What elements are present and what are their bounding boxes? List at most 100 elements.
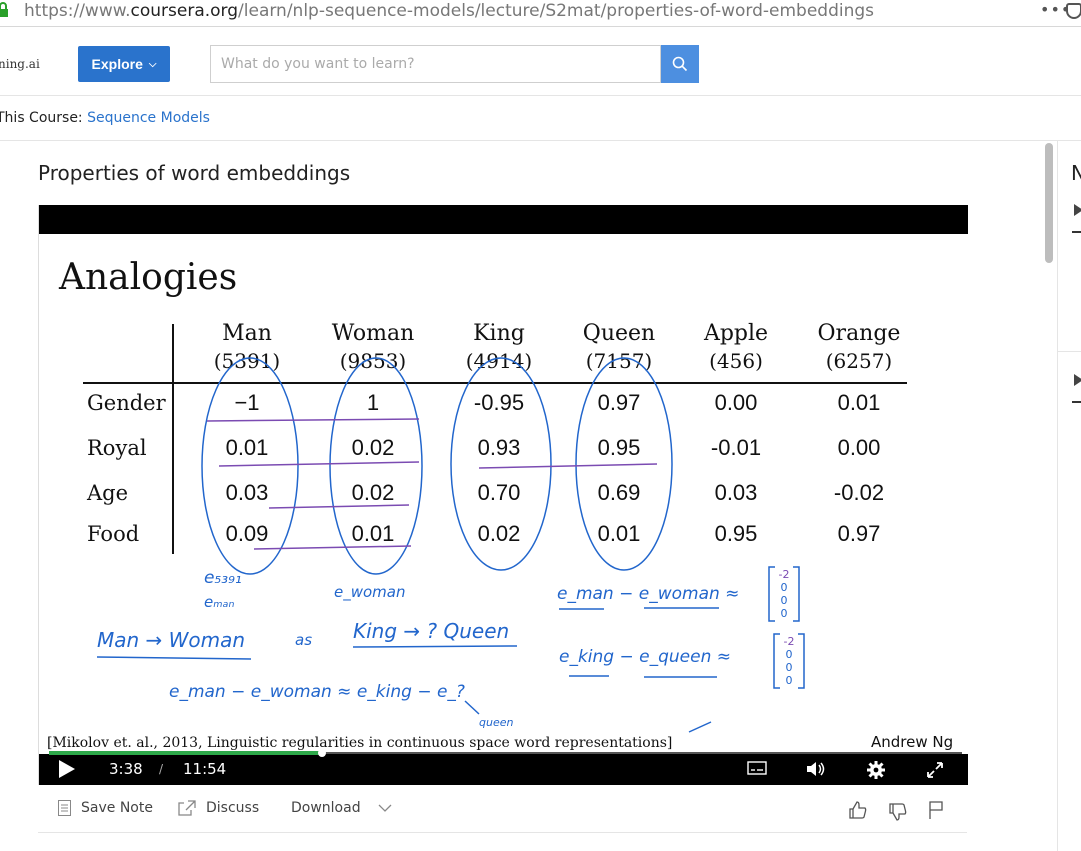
table-cell: -0.02 — [834, 480, 884, 505]
course-breadcrumb: This Course: Sequence Models — [0, 96, 1081, 141]
vector-entry: -2 — [779, 568, 790, 581]
column-header-index: (456) — [709, 349, 763, 373]
save-note-label: Save Note — [81, 800, 153, 816]
course-link[interactable]: Sequence Models — [87, 110, 210, 126]
lecture-actions: Save Note Discuss Download — [38, 786, 967, 833]
main-content: Properties of word embeddings Analogies … — [0, 141, 1056, 851]
brand-logo[interactable]: ning.ai — [0, 57, 40, 71]
table-cell: 0.97 — [838, 521, 881, 546]
column-header-word: Woman — [332, 321, 415, 346]
column-header-word: Orange — [818, 321, 901, 346]
discuss-label: Discuss — [206, 800, 260, 816]
column-header-word: Apple — [703, 321, 768, 346]
table-cell: 0.70 — [478, 480, 521, 505]
fullscreen-icon[interactable] — [925, 760, 945, 780]
ellipsis-icon[interactable]: ••• — [1040, 0, 1072, 19]
chevron-down-icon: ⌵ — [148, 58, 157, 70]
sidebar-title: N — [1071, 161, 1081, 185]
lock-icon — [0, 2, 8, 17]
browser-url-bar[interactable]: https://www.coursera.org/learn/nlp-seque… — [0, 0, 1081, 27]
progress-track[interactable] — [322, 752, 962, 754]
current-time: 3:38 — [109, 760, 143, 778]
handwriting-underlines — [206, 418, 658, 550]
page-scrollbar[interactable] — [1045, 143, 1053, 263]
underline-gender — [206, 418, 420, 422]
captions-icon[interactable] — [747, 760, 767, 776]
video-controls: 3:38 / 11:54 — [39, 754, 968, 785]
hw-ewoman: e_woman — [334, 583, 405, 602]
column-header-index: (9853) — [340, 349, 407, 373]
flag-icon[interactable] — [928, 800, 944, 820]
table-cell: -0.01 — [711, 435, 761, 460]
pocket-icon[interactable] — [1066, 3, 1081, 19]
table-cell: 0.03 — [226, 480, 269, 505]
hw-arrow — [688, 721, 712, 733]
row-labels: Gender Royal Age Food — [86, 391, 167, 546]
table-cell: 0.01 — [352, 521, 395, 546]
underline-age — [268, 504, 410, 509]
slide-heading: Analogies — [58, 257, 237, 298]
lecture-slide: Analogies Man (5391) Woman (9853) King (4914)… — [39, 234, 968, 754]
hw-eman: eₘₐₙ — [204, 593, 234, 611]
row-label: Gender — [87, 391, 167, 415]
search-button[interactable] — [661, 45, 699, 83]
hw-e5391: e₅₃₉₁ — [204, 568, 242, 588]
circle-king — [450, 357, 552, 571]
play-icon[interactable] — [1074, 374, 1081, 386]
row-label: Royal — [87, 436, 147, 460]
circle-man — [201, 357, 299, 575]
sidebar-divider — [1058, 351, 1081, 352]
thumbs-up-icon[interactable] — [848, 800, 868, 820]
table-cell: 0.02 — [352, 435, 395, 460]
gear-icon[interactable] — [866, 760, 886, 780]
sidebar-thumbnail[interactable] — [1072, 231, 1081, 289]
download-button[interactable]: Download — [291, 800, 393, 816]
handwriting-text: e₅₃₉₁ eₘₐₙ e_woman Man → Woman as King →… — [97, 568, 739, 729]
table-cell: 0.97 — [598, 390, 641, 415]
vector-entry: 0 — [781, 594, 788, 607]
save-note-button[interactable]: Save Note — [58, 800, 153, 816]
underline-royal — [218, 461, 420, 467]
vector-bracket — [773, 633, 805, 689]
table-cell: -0.95 — [474, 390, 524, 415]
duration: 11:54 — [183, 760, 227, 778]
table-cell: 0.01 — [598, 521, 641, 546]
play-icon[interactable] — [1074, 204, 1081, 216]
volume-icon[interactable] — [805, 760, 827, 778]
table-cell: 0.09 — [226, 521, 269, 546]
column-headers: Man (5391) Woman (9853) King (4914) Queen (7157… — [214, 321, 901, 373]
lecture-title: Properties of word embeddings — [38, 161, 351, 185]
slide-author: Andrew Ng — [871, 733, 953, 751]
progress-handle[interactable] — [318, 749, 326, 757]
discuss-button[interactable]: Discuss — [178, 800, 259, 816]
sidebar-thumbnail[interactable] — [1072, 401, 1081, 459]
chevron-down-icon — [378, 804, 392, 812]
external-link-icon — [178, 800, 196, 816]
hw-analogy1: Man → Woman — [97, 628, 245, 652]
column-header-index: (6257) — [826, 349, 893, 373]
progress-bar[interactable] — [49, 751, 322, 755]
play-button[interactable] — [59, 760, 75, 778]
column-header-word: Man — [222, 321, 272, 346]
table-cell: 0.69 — [598, 480, 641, 505]
site-header: ning.ai Explore ⌵ — [0, 27, 1081, 96]
explore-button[interactable]: Explore ⌵ — [78, 46, 170, 82]
slide-canvas: Analogies Man (5391) Woman (9853) King (4914)… — [47, 257, 953, 751]
table-cell: 0.02 — [352, 480, 395, 505]
hw-arrow-queen — [464, 700, 480, 715]
table-cell: 0.02 — [478, 521, 521, 546]
column-header-index: (7157) — [586, 349, 653, 373]
vector-entry: 0 — [786, 661, 793, 674]
hw-analogy2: King → ? Queen — [353, 619, 509, 643]
vector-entry: 0 — [781, 581, 788, 594]
url-text[interactable]: https://www.coursera.org/learn/nlp-seque… — [24, 1, 875, 21]
video-player[interactable]: Analogies Man (5391) Woman (9853) King (4914)… — [38, 205, 968, 785]
table-cell: 0.95 — [715, 521, 758, 546]
underline-royal-king-queen — [478, 463, 658, 469]
hw-underline-analogy2 — [352, 645, 518, 648]
hw-equation: e_man − e_woman ≈ e_king − e_? — [169, 682, 465, 702]
thumbs-down-icon[interactable] — [888, 802, 908, 822]
vector-entry: -2 — [784, 635, 795, 648]
search-input[interactable] — [210, 45, 661, 83]
column-header-index: (5391) — [214, 349, 281, 373]
